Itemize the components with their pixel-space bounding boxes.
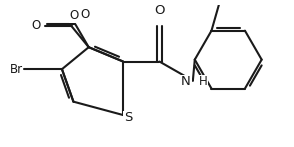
Text: O: O bbox=[32, 19, 41, 32]
Text: O: O bbox=[70, 9, 79, 22]
Text: O: O bbox=[154, 4, 165, 17]
Text: N: N bbox=[181, 75, 191, 88]
Text: O: O bbox=[80, 8, 89, 21]
Text: S: S bbox=[124, 111, 132, 124]
Text: Br: Br bbox=[9, 63, 23, 76]
Text: H: H bbox=[199, 75, 207, 88]
